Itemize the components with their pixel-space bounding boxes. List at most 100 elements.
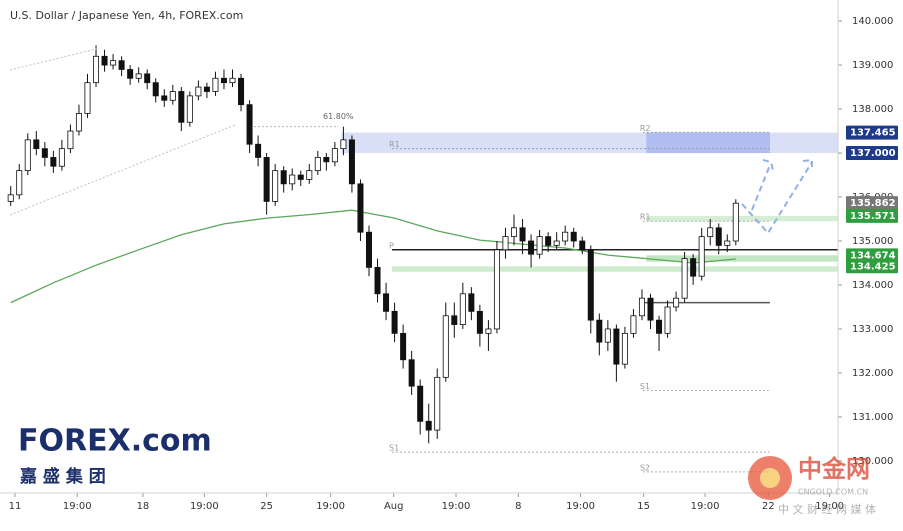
x-tick-label: 15 bbox=[637, 501, 650, 512]
y-tick-label: 131.000 bbox=[852, 412, 893, 423]
x-tick-label: 8 bbox=[515, 501, 521, 512]
candle-body bbox=[383, 293, 390, 312]
y-tick-label: 134.000 bbox=[852, 280, 893, 291]
logo-brand: FOREX.com bbox=[18, 424, 212, 459]
candle-body bbox=[144, 73, 151, 84]
candle-body bbox=[715, 227, 722, 246]
candle-body bbox=[732, 202, 739, 242]
candle-body bbox=[7, 194, 14, 202]
price-marker-label: 134.674 bbox=[850, 250, 896, 261]
candle-body bbox=[127, 69, 134, 79]
x-tick-label: 19:00 bbox=[566, 501, 595, 512]
candle-body bbox=[365, 231, 372, 268]
candle-body bbox=[84, 82, 91, 114]
level-label: R2 bbox=[640, 124, 651, 133]
arrow-head bbox=[762, 159, 774, 171]
candle-body bbox=[536, 236, 543, 255]
zone bbox=[646, 132, 770, 154]
y-tick-label: 132.000 bbox=[852, 368, 893, 379]
candle-body bbox=[203, 86, 210, 92]
candle-body bbox=[621, 332, 628, 365]
candle-body bbox=[186, 95, 193, 123]
watermark-tagline: 中 文 财 经 网 媒 体 bbox=[778, 502, 876, 516]
x-tick-label: 19:00 bbox=[190, 501, 219, 512]
x-tick-label: 19:00 bbox=[442, 501, 471, 512]
candle-body bbox=[553, 240, 560, 246]
candle-body bbox=[545, 236, 552, 246]
candle-body bbox=[238, 77, 245, 106]
candle-body bbox=[408, 359, 415, 387]
candle-body bbox=[152, 82, 159, 97]
price-marker-label: 135.571 bbox=[850, 211, 896, 222]
price-marker-label: 135.862 bbox=[850, 198, 896, 209]
candle-body bbox=[212, 77, 219, 92]
y-tick-label: 140.000 bbox=[852, 16, 893, 27]
candle-body bbox=[391, 310, 398, 334]
candle-body bbox=[16, 170, 23, 196]
level-label: S2 bbox=[640, 463, 650, 472]
candle-body bbox=[195, 86, 202, 97]
candle-body bbox=[255, 143, 262, 158]
arrow bbox=[751, 164, 771, 211]
candle-body bbox=[135, 73, 142, 79]
trend-line bbox=[9, 124, 236, 216]
candle-body bbox=[220, 77, 227, 84]
x-tick-label: 18 bbox=[137, 501, 150, 512]
candle-body bbox=[493, 249, 500, 330]
x-tick-label: 25 bbox=[260, 501, 273, 512]
candle-body bbox=[110, 60, 117, 66]
candle-body bbox=[528, 240, 535, 255]
candle-body bbox=[690, 258, 697, 277]
candle-body bbox=[562, 231, 569, 242]
y-tick-label: 138.000 bbox=[852, 104, 893, 115]
watermark-name: 中金网 bbox=[798, 455, 870, 483]
watermark-icon bbox=[760, 468, 780, 488]
candle-body bbox=[698, 236, 705, 277]
candle-body bbox=[314, 157, 321, 172]
level-label: S1 bbox=[640, 382, 650, 391]
candle-body bbox=[630, 315, 637, 334]
candle-body bbox=[613, 328, 620, 365]
y-tick-label: 139.000 bbox=[852, 60, 893, 71]
trend-line bbox=[9, 47, 101, 71]
x-tick-label: 19:00 bbox=[815, 501, 844, 512]
price-marker bbox=[846, 196, 898, 211]
candle-body bbox=[724, 240, 731, 246]
candle-body bbox=[400, 332, 407, 361]
candle-body bbox=[434, 376, 441, 431]
zone bbox=[646, 215, 838, 222]
candle-body bbox=[374, 266, 381, 295]
candle-body bbox=[587, 249, 594, 321]
x-tick-label: 11 bbox=[9, 501, 22, 512]
price-marker-label: 137.000 bbox=[850, 148, 896, 159]
zone bbox=[392, 266, 838, 272]
price-marker bbox=[846, 125, 898, 140]
candle-body bbox=[297, 174, 304, 180]
logo-chinese: 嘉 盛 集 团 bbox=[19, 466, 106, 487]
x-tick-label: Aug bbox=[384, 501, 404, 512]
candle-body bbox=[306, 170, 313, 180]
candle-body bbox=[75, 113, 82, 132]
candle-body bbox=[101, 55, 108, 66]
candle-body bbox=[161, 95, 168, 101]
candle-body bbox=[485, 328, 492, 334]
watermark: 中金网 CNGOLD.COM.CN 中 文 财 经 网 媒 体 bbox=[748, 455, 876, 516]
candle-body bbox=[289, 174, 296, 185]
y-tick-label: 133.000 bbox=[852, 324, 893, 335]
candle-body bbox=[272, 170, 279, 202]
candle-body bbox=[604, 328, 611, 343]
price-marker bbox=[846, 248, 898, 263]
candle-body bbox=[340, 139, 347, 150]
candle-body bbox=[459, 293, 466, 325]
y-tick-label: 135.000 bbox=[852, 236, 893, 247]
candle-body bbox=[348, 139, 355, 185]
candle-body bbox=[638, 297, 645, 317]
candle-body bbox=[118, 60, 125, 70]
candle-body bbox=[67, 130, 74, 150]
arrow bbox=[741, 161, 813, 235]
candle-body bbox=[33, 139, 40, 150]
zone bbox=[341, 132, 838, 154]
candle-body bbox=[442, 315, 449, 378]
candle-body bbox=[50, 157, 57, 167]
price-marker bbox=[846, 208, 898, 223]
